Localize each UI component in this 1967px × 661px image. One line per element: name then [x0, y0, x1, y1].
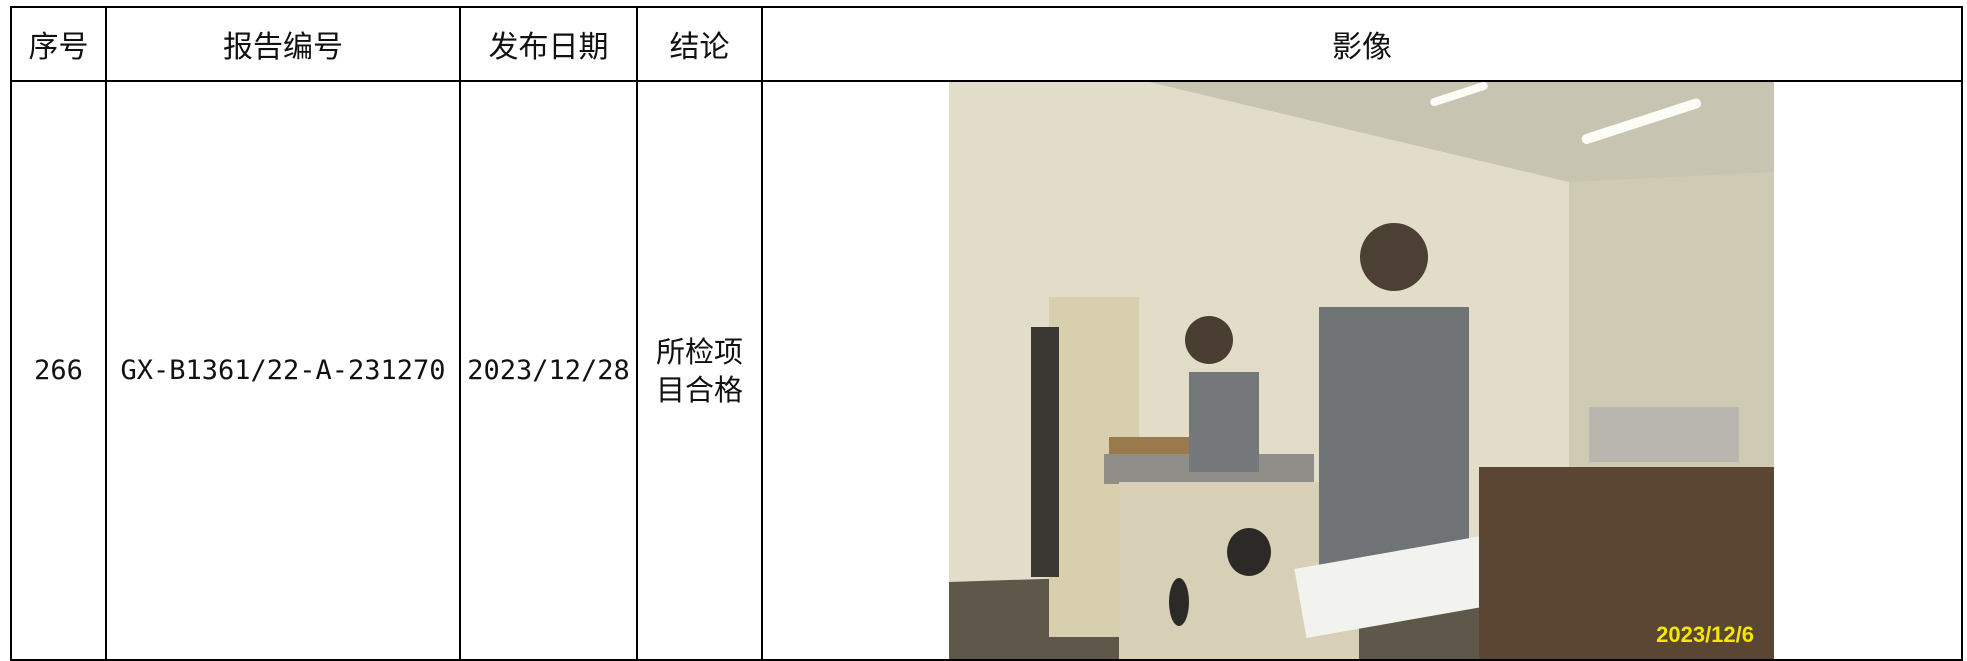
- report-table: 序号 报告编号 发布日期 结论 影像 266 GX-B1361/22-A-231…: [10, 6, 1963, 661]
- cell: 所检项目合格: [636, 80, 763, 661]
- header-cell: 结论: [636, 6, 763, 82]
- cell: GX-B1361/22-A-231270: [105, 80, 461, 661]
- conclusion-text: 所检项目合格: [656, 334, 744, 407]
- date-stamp: 2023/12/6: [1656, 622, 1754, 647]
- header-cell: 报告编号: [105, 6, 461, 82]
- photo: 2023/12/6: [949, 82, 1774, 659]
- data-row: 266 GX-B1361/22-A-231270 2023/12/28 所检项目…: [10, 80, 1963, 661]
- cell: 266: [10, 80, 107, 661]
- header-cell: 影像: [761, 6, 1963, 82]
- cell: 2023/12/28: [459, 80, 638, 661]
- photo-cell: 2023/12/6: [761, 80, 1963, 661]
- header-cell: 发布日期: [459, 6, 638, 82]
- header-cell: 序号: [10, 6, 107, 82]
- header-row: 序号 报告编号 发布日期 结论 影像: [10, 6, 1963, 82]
